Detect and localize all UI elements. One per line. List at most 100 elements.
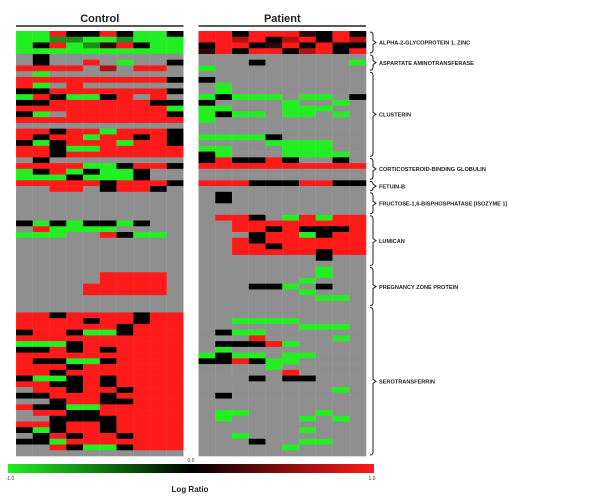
- heatmap-cell: [16, 272, 34, 279]
- heatmap-cell: [215, 226, 233, 233]
- heatmap-cell: [133, 157, 151, 164]
- legend-title: Log Ratio: [172, 485, 209, 494]
- heatmap-cell: [83, 163, 101, 170]
- heatmap-cell: [16, 105, 34, 112]
- heatmap-cell: [282, 42, 300, 49]
- heatmap-cell: [133, 48, 151, 55]
- heatmap-cell: [99, 404, 117, 411]
- heatmap-cell: [150, 117, 168, 124]
- heatmap-cell: [49, 31, 67, 38]
- heatmap-cell: [150, 249, 168, 256]
- heatmap-cell: [49, 289, 67, 296]
- heatmap-cell: [32, 295, 50, 302]
- heatmap-cell: [133, 289, 151, 296]
- heatmap-cell: [215, 157, 233, 164]
- heatmap-cell: [133, 111, 151, 118]
- heatmap-cell: [166, 122, 184, 129]
- heatmap-cell: [282, 82, 300, 89]
- heatmap-cell: [166, 42, 184, 49]
- heatmap-cell: [265, 387, 283, 394]
- heatmap-cell: [198, 300, 216, 307]
- heatmap-cell: [116, 128, 134, 135]
- heatmap-cell: [150, 421, 168, 428]
- heatmap-cell: [215, 53, 233, 61]
- heatmap-cell: [32, 421, 50, 428]
- heatmap-cell: [282, 88, 300, 95]
- heatmap-cell: [83, 398, 101, 405]
- heatmap-cell: [49, 272, 67, 279]
- heatmap-cell: [150, 163, 168, 170]
- heatmap-cell: [133, 99, 151, 106]
- heatmap-cell: [150, 226, 168, 233]
- heatmap-cell: [150, 277, 168, 284]
- heatmap-cell: [299, 191, 317, 198]
- heatmap-cell: [332, 94, 350, 101]
- heatmap-cell: [198, 323, 216, 330]
- heatmap-cell: [248, 398, 266, 405]
- heatmap-cell: [166, 438, 184, 445]
- heatmap-cell: [99, 427, 117, 434]
- heatmap-cell: [215, 128, 233, 135]
- heatmap-cell: [248, 122, 266, 129]
- heatmap-cell: [116, 191, 134, 198]
- heatmap-cell: [282, 191, 300, 198]
- heatmap-cell: [133, 140, 151, 147]
- heatmap-cell: [83, 312, 101, 319]
- heatmap-cell: [265, 295, 283, 302]
- heatmap-cell: [299, 140, 317, 147]
- heatmap-cell: [166, 295, 184, 302]
- heatmap-cell: [16, 410, 34, 417]
- heatmap-cell: [133, 59, 151, 66]
- heatmap-cell: [299, 450, 317, 457]
- heatmap-cell: [166, 214, 184, 221]
- heatmap-cell: [349, 226, 367, 233]
- heatmap-cell: [116, 335, 134, 342]
- heatmap-cell: [248, 36, 266, 43]
- heatmap-cell: [83, 249, 101, 256]
- row-group-bracket: [369, 307, 377, 456]
- heatmap-cell: [133, 352, 151, 359]
- heatmap-cell: [116, 31, 134, 38]
- heatmap-cell: [215, 398, 233, 405]
- heatmap-cell: [299, 134, 317, 141]
- heatmap-cell: [83, 174, 101, 181]
- heatmap-cell: [299, 174, 317, 181]
- heatmap-cell: [315, 226, 333, 233]
- heatmap-cell: [282, 48, 300, 55]
- heatmap-cell: [150, 59, 168, 66]
- heatmap-cell: [116, 306, 134, 313]
- heatmap-cell: [32, 31, 50, 38]
- heatmap-cell: [349, 232, 367, 239]
- heatmap-cell: [198, 117, 216, 124]
- heatmap-cell: [116, 122, 134, 129]
- heatmap-cell: [83, 203, 101, 210]
- heatmap-cell: [66, 381, 84, 388]
- heatmap-cell: [232, 140, 250, 147]
- heatmap-cell: [299, 381, 317, 388]
- heatmap-cell: [299, 209, 317, 216]
- heatmap-cell: [116, 404, 134, 411]
- heatmap-cell: [116, 410, 134, 417]
- heatmap-cell: [32, 145, 50, 152]
- heatmap-cell: [232, 272, 250, 279]
- heatmap-cell: [248, 260, 266, 267]
- heatmap-cell: [265, 300, 283, 307]
- heatmap-cell: [315, 364, 333, 371]
- heatmap-cell: [99, 111, 117, 118]
- heatmap-cell: [32, 306, 50, 313]
- heatmap-cell: [248, 415, 266, 422]
- heatmap-cell: [133, 203, 151, 210]
- heatmap-cell: [133, 168, 151, 175]
- heatmap-cell: [232, 306, 250, 313]
- heatmap-cell: [332, 36, 350, 43]
- heatmap-cell: [349, 59, 367, 66]
- heatmap-cell: [166, 209, 184, 216]
- heatmap-cell: [83, 122, 101, 129]
- heatmap-cell: [282, 197, 300, 204]
- heatmap-cell: [232, 404, 250, 411]
- heatmap-cell: [265, 266, 283, 273]
- heatmap-cell: [215, 48, 233, 55]
- heatmap-cell: [349, 31, 367, 38]
- heatmap-cell: [32, 209, 50, 216]
